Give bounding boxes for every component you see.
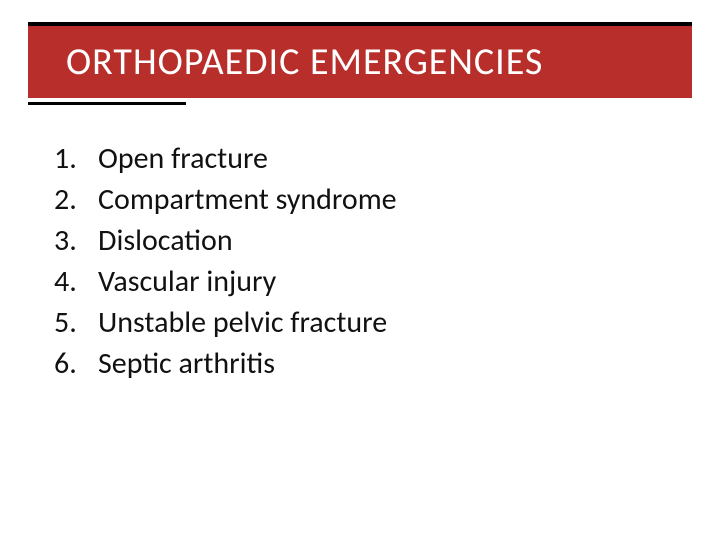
- list-item: 4. Vascular injury: [54, 263, 397, 300]
- list-number: 2.: [54, 181, 98, 218]
- list-text: Dislocation: [98, 222, 233, 259]
- list-item: 5. Unstable pelvic fracture: [54, 304, 397, 341]
- list-item: 2. Compartment syndrome: [54, 181, 397, 218]
- list-text: Unstable pelvic fracture: [98, 304, 387, 341]
- list-number: 6.: [54, 345, 98, 382]
- list-text: Open fracture: [98, 140, 268, 177]
- title-bar: ORTHOPAEDIC EMERGENCIES: [28, 22, 692, 98]
- list-item: 3. Dislocation: [54, 222, 397, 259]
- slide-title: ORTHOPAEDIC EMERGENCIES: [66, 39, 543, 85]
- list-text: Septic arthritis: [98, 345, 275, 382]
- list-item: 1. Open fracture: [54, 140, 397, 177]
- list-number: 5.: [54, 304, 98, 341]
- list-text: Compartment syndrome: [98, 181, 397, 218]
- list-number: 4.: [54, 263, 98, 300]
- list-text: Vascular injury: [98, 263, 276, 300]
- numbered-list: 1. Open fracture 2. Compartment syndrome…: [54, 140, 397, 386]
- list-item: 6. Septic arthritis: [54, 345, 397, 382]
- list-number: 1.: [54, 140, 98, 177]
- list-number: 3.: [54, 222, 98, 259]
- title-underline: [28, 102, 186, 105]
